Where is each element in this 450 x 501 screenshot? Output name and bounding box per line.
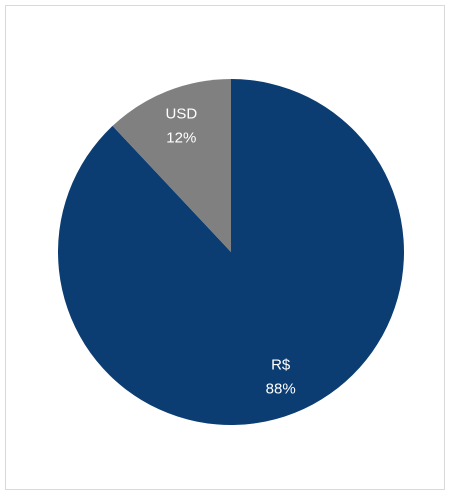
slice-value-label: 88%: [266, 380, 296, 397]
slice-category-label: R$: [271, 356, 291, 373]
slice-value-label: 12%: [166, 130, 196, 147]
pie-slice: [112, 79, 231, 252]
slice-category-label: USD: [165, 106, 197, 123]
pie-slice: [57, 79, 405, 426]
